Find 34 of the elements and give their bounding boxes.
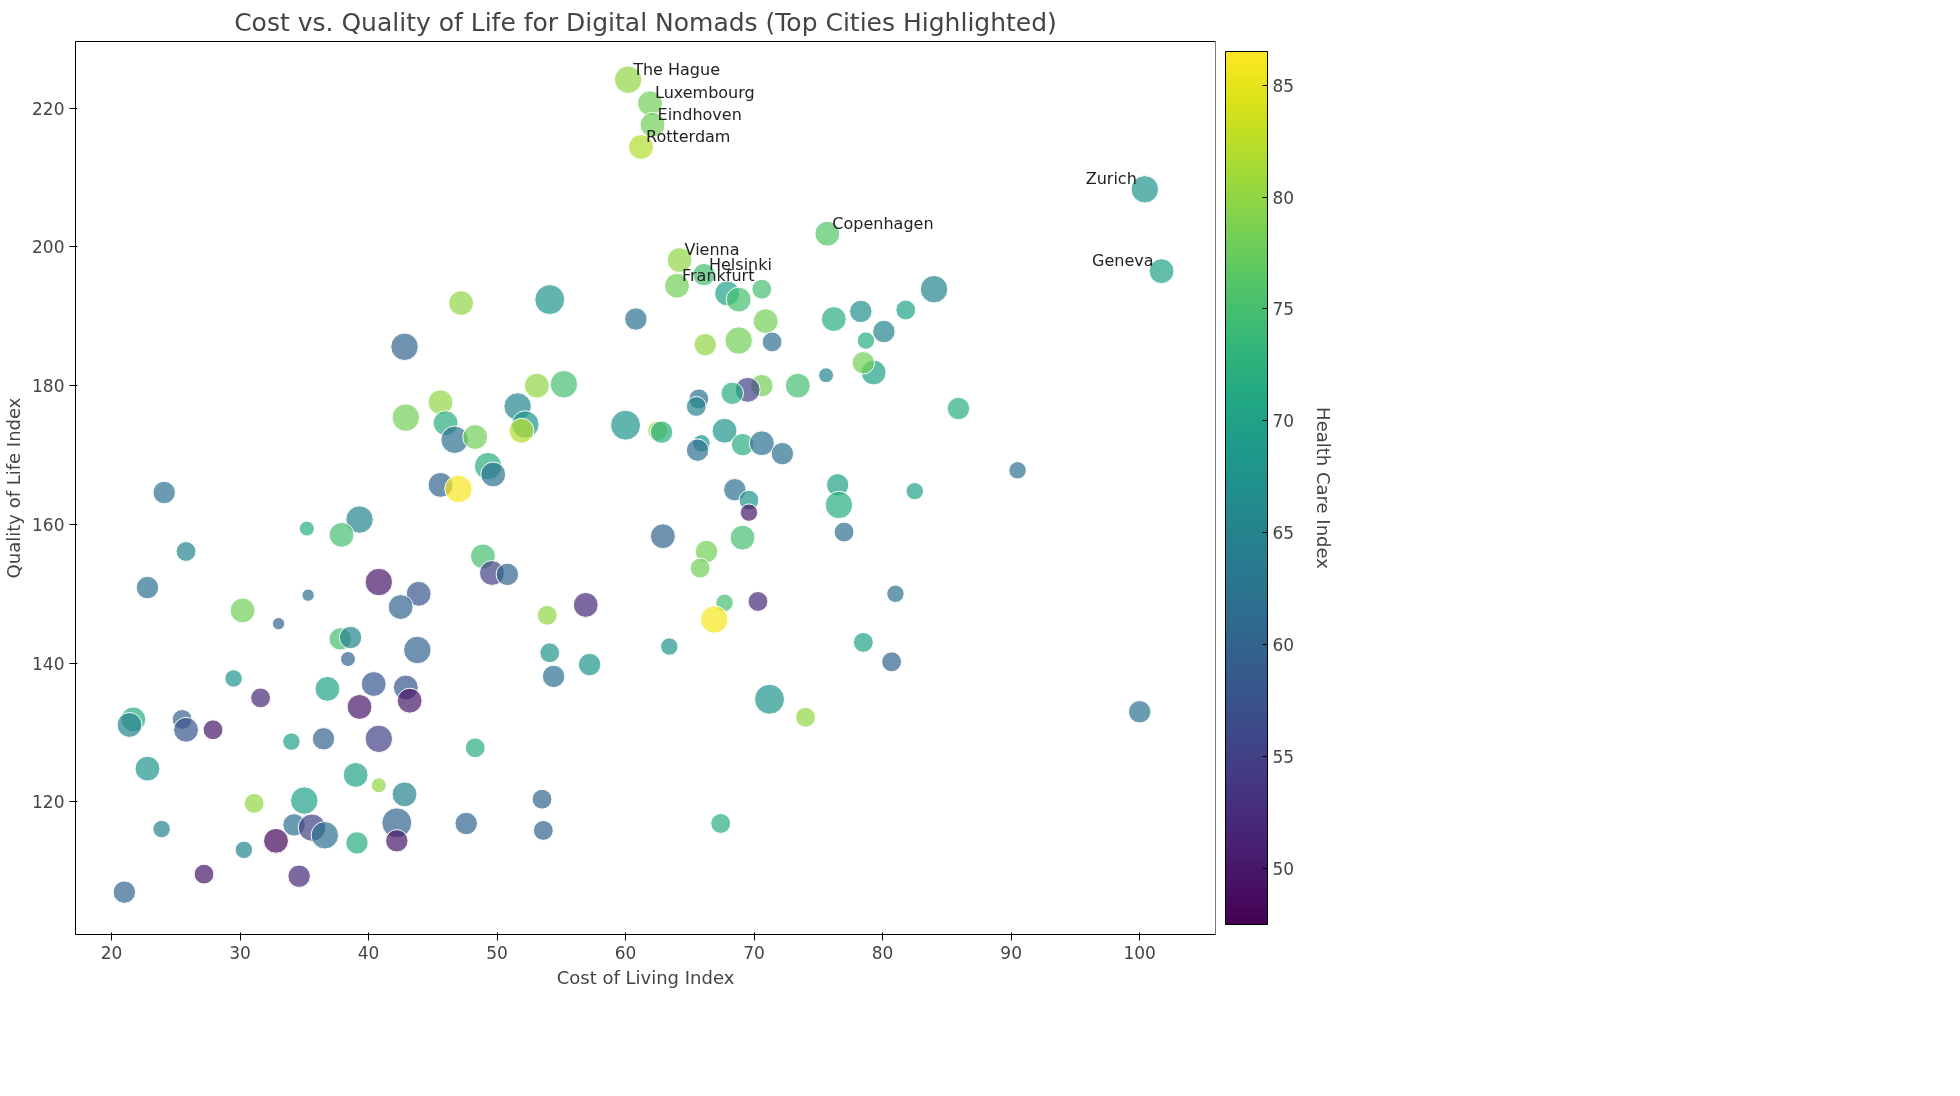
x-tick-label: 80 xyxy=(871,942,894,963)
y-tick-label: 120 xyxy=(32,792,65,813)
y-axis-title: Quality of Life Index xyxy=(3,397,25,579)
annotation: Zurich xyxy=(1085,169,1137,189)
x-tick-label: 30 xyxy=(229,942,251,963)
y-tick-label: 220 xyxy=(32,98,65,119)
x-tick-label: 60 xyxy=(614,942,637,963)
y-tick-label: 140 xyxy=(32,653,65,674)
x-tick-label: 70 xyxy=(743,942,765,963)
x-tick-label: 100 xyxy=(1123,942,1156,963)
y-tick-label: 200 xyxy=(32,237,65,258)
color-bar-title: Health Care Index xyxy=(1312,407,1334,570)
color-bar-label: 65 xyxy=(1272,523,1295,544)
x-tick-label: 20 xyxy=(100,942,123,963)
annotation: Rotterdam xyxy=(646,126,731,146)
color-bar-label: 60 xyxy=(1272,635,1295,656)
x-tick-label: 90 xyxy=(1000,942,1022,963)
annotation: The Hague xyxy=(632,59,720,79)
color-bar-label: 85 xyxy=(1272,75,1295,96)
x-tick-label: 50 xyxy=(486,942,508,963)
color-bar-label: 50 xyxy=(1272,859,1295,880)
x-axis-title: Cost of Living Index xyxy=(556,966,735,988)
annotation: Eindhoven xyxy=(657,104,742,124)
chart-title: Cost vs. Quality of Life for Digital Nomads (Top Cities Highlighted) xyxy=(234,7,1057,37)
annotation: Luxembourg xyxy=(655,83,755,103)
color-bar-label: 70 xyxy=(1272,411,1295,432)
annotation: Copenhagen xyxy=(832,213,934,233)
x-tick-label: 40 xyxy=(357,942,380,963)
color-bar-label: 55 xyxy=(1272,747,1295,768)
color-bar-label: 75 xyxy=(1272,299,1295,320)
y-tick-label: 160 xyxy=(32,514,65,535)
y-tick-label: 180 xyxy=(32,376,65,397)
color-bar-label: 80 xyxy=(1272,187,1295,208)
annotation: Geneva xyxy=(1092,251,1154,271)
